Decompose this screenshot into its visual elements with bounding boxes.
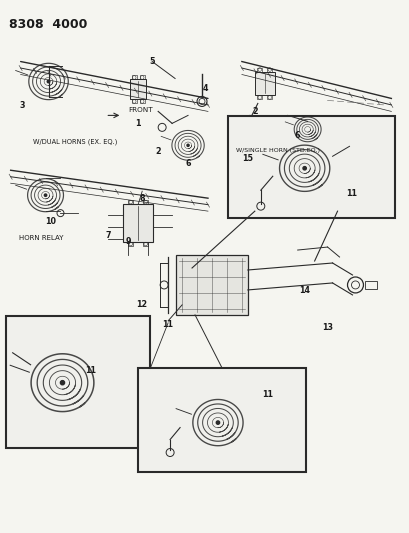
Circle shape [302,167,306,170]
Circle shape [44,194,47,196]
Bar [257,95,262,100]
Bar [254,71,274,95]
Bar [128,242,133,246]
Bar [131,76,136,79]
Bar [139,76,144,79]
Text: FRONT: FRONT [128,108,153,114]
Text: 2: 2 [155,147,161,156]
Bar [227,116,394,218]
Text: 5: 5 [149,57,155,66]
Text: 2: 2 [252,107,257,116]
Text: 14: 14 [299,286,309,295]
Circle shape [187,144,189,147]
Bar [6,316,150,448]
Bar [128,200,133,204]
Bar [130,79,146,100]
Bar [257,68,262,71]
Bar [364,281,377,289]
Bar [131,100,136,103]
Text: 8308  4000: 8308 4000 [9,18,87,31]
Text: 3: 3 [20,101,25,110]
Circle shape [47,80,50,83]
Text: 8: 8 [139,193,145,203]
Text: 1: 1 [135,119,141,128]
Bar [123,204,153,242]
Text: 12: 12 [136,301,147,309]
Bar [176,255,247,315]
Circle shape [306,128,308,130]
Circle shape [216,421,219,424]
Text: 11: 11 [262,390,273,399]
Text: 6: 6 [294,131,300,140]
Text: W/SINGLE HORN (STD.EQ.): W/SINGLE HORN (STD.EQ.) [235,148,319,154]
Text: 11: 11 [162,320,173,329]
Text: 15: 15 [242,154,253,163]
Text: 4: 4 [202,84,207,93]
Text: 10: 10 [45,216,56,225]
Text: 9: 9 [125,237,131,246]
Bar [267,95,272,100]
Text: W/DUAL HORNS (EX. EQ.): W/DUAL HORNS (EX. EQ.) [33,139,117,145]
Text: 11: 11 [85,366,96,375]
Bar [138,368,305,472]
Bar [143,200,148,204]
Bar [139,100,144,103]
Text: 7: 7 [106,231,111,239]
Bar [267,68,272,71]
Text: 11: 11 [345,189,356,198]
Circle shape [60,381,65,385]
Text: 13: 13 [321,324,332,333]
Text: 6: 6 [185,159,190,168]
Bar [143,242,148,246]
Text: HORN RELAY: HORN RELAY [18,235,63,241]
